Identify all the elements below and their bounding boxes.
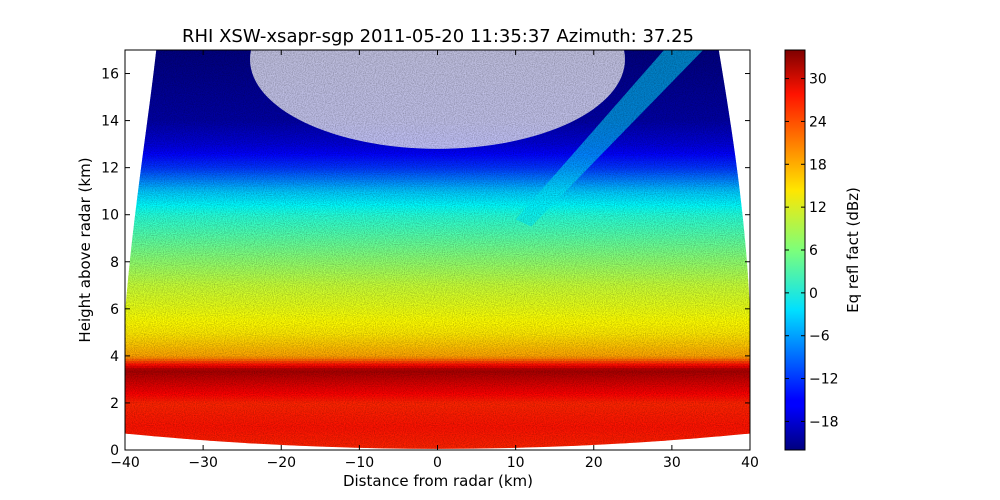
x-tick-label: 10 <box>507 455 525 471</box>
y-tick-label: 2 <box>110 396 119 412</box>
colorbar-ticks: −18 −12 −6 0 6 12 18 24 30 <box>785 72 839 430</box>
x-tick-label: −10 <box>345 455 375 471</box>
colorbar-tick-label: 24 <box>809 114 827 130</box>
x-axis: −40 −30 −20 −10 0 10 20 30 40 <box>110 50 759 471</box>
x-tick-label: −40 <box>110 455 140 471</box>
y-tick-label: 6 <box>110 302 119 318</box>
x-tick-label: −30 <box>188 455 218 471</box>
x-tick-label: 30 <box>663 455 681 471</box>
colorbar-tick-label: 0 <box>809 286 818 302</box>
y-tick-label: 4 <box>110 349 119 365</box>
colorbar-tick-label: −6 <box>809 329 830 345</box>
y-tick-label: 16 <box>101 67 119 83</box>
y-tick-label: 0 <box>110 443 119 459</box>
y-tick-label: 12 <box>101 161 119 177</box>
colorbar-title: Eq refl fact (dBz) <box>844 187 862 313</box>
x-tick-label: 20 <box>585 455 603 471</box>
colorbar-tick-label: 30 <box>809 72 827 88</box>
y-tick-label: 10 <box>101 208 119 224</box>
colorbar-tick-label: −12 <box>809 372 839 388</box>
colorbar-tick-label: 18 <box>809 157 827 173</box>
y-tick-label: 14 <box>101 114 119 130</box>
x-axis-title: Distance from radar (km) <box>343 472 533 490</box>
colorbar-tick-label: 6 <box>809 243 818 259</box>
y-tick-label: 8 <box>110 255 119 271</box>
x-tick-label: 40 <box>741 455 759 471</box>
plot-area: −40 −30 −20 −10 0 10 20 30 40 0 2 4 6 8 10 12 14 16 <box>101 49 759 471</box>
chart-title: RHI XSW-xsapr-sgp 2011-05-20 11:35:37 Az… <box>182 26 694 47</box>
colorbar-tick-label: 12 <box>809 200 827 216</box>
colorbar-tick-label: −18 <box>809 414 839 430</box>
reflectivity-heatmap <box>125 50 750 449</box>
speckle-texture <box>125 50 750 449</box>
y-axis: 0 2 4 6 8 10 12 14 16 <box>101 67 750 459</box>
x-tick-label: 0 <box>433 455 442 471</box>
x-tick-label: −20 <box>266 455 296 471</box>
y-axis-title: Height above radar (km) <box>76 157 94 342</box>
colorbar: −18 −12 −6 0 6 12 18 24 30 Eq refl fact (dBz) <box>784 49 862 451</box>
